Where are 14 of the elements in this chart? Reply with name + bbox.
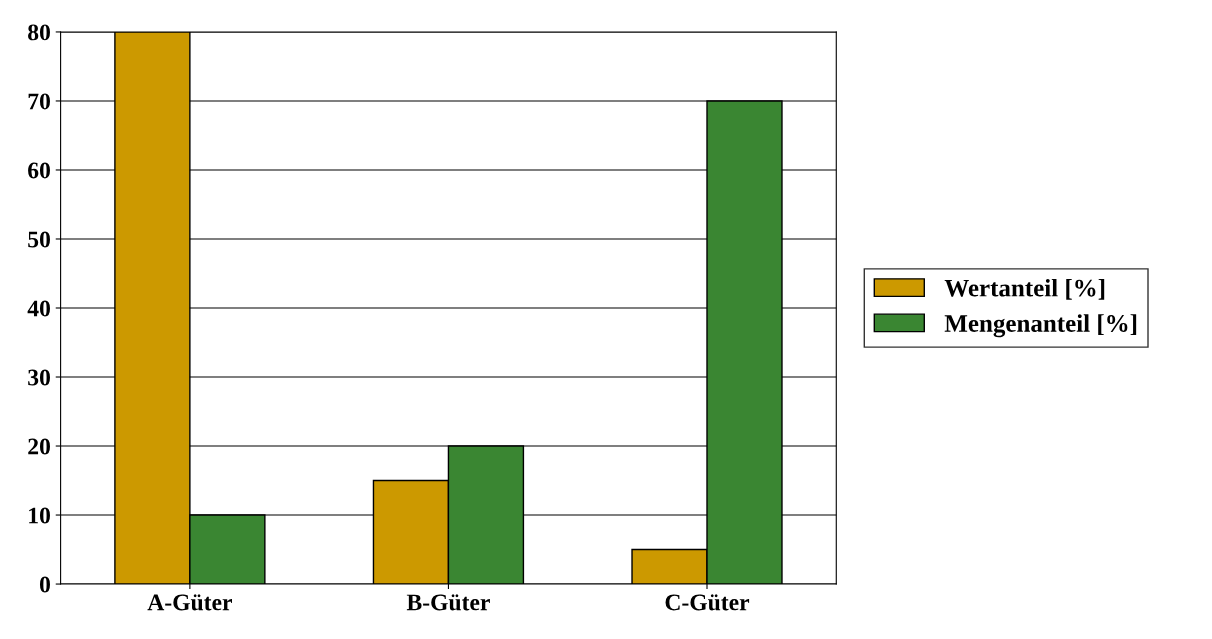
y-tick-label: 50	[28, 231, 50, 248]
x-tick-label: B-Güter	[406, 594, 490, 611]
y-tick-label: 30	[28, 369, 50, 386]
y-tick-label: 0	[39, 576, 50, 593]
legend-label: Mengenanteil [%]	[944, 314, 1137, 338]
legend-label: Wertanteil [%]	[944, 278, 1105, 300]
y-tick-label: 10	[29, 507, 50, 524]
y-tick-label: 70	[28, 93, 50, 110]
y-tick-label: 20	[28, 438, 50, 455]
x-tick-label: C-Güter	[665, 594, 750, 611]
y-tick-label: 40	[27, 300, 50, 317]
y-tick-label: 60	[28, 162, 50, 179]
x-tick-label: A-Güter	[147, 594, 232, 611]
y-tick-label: 80	[28, 24, 50, 41]
